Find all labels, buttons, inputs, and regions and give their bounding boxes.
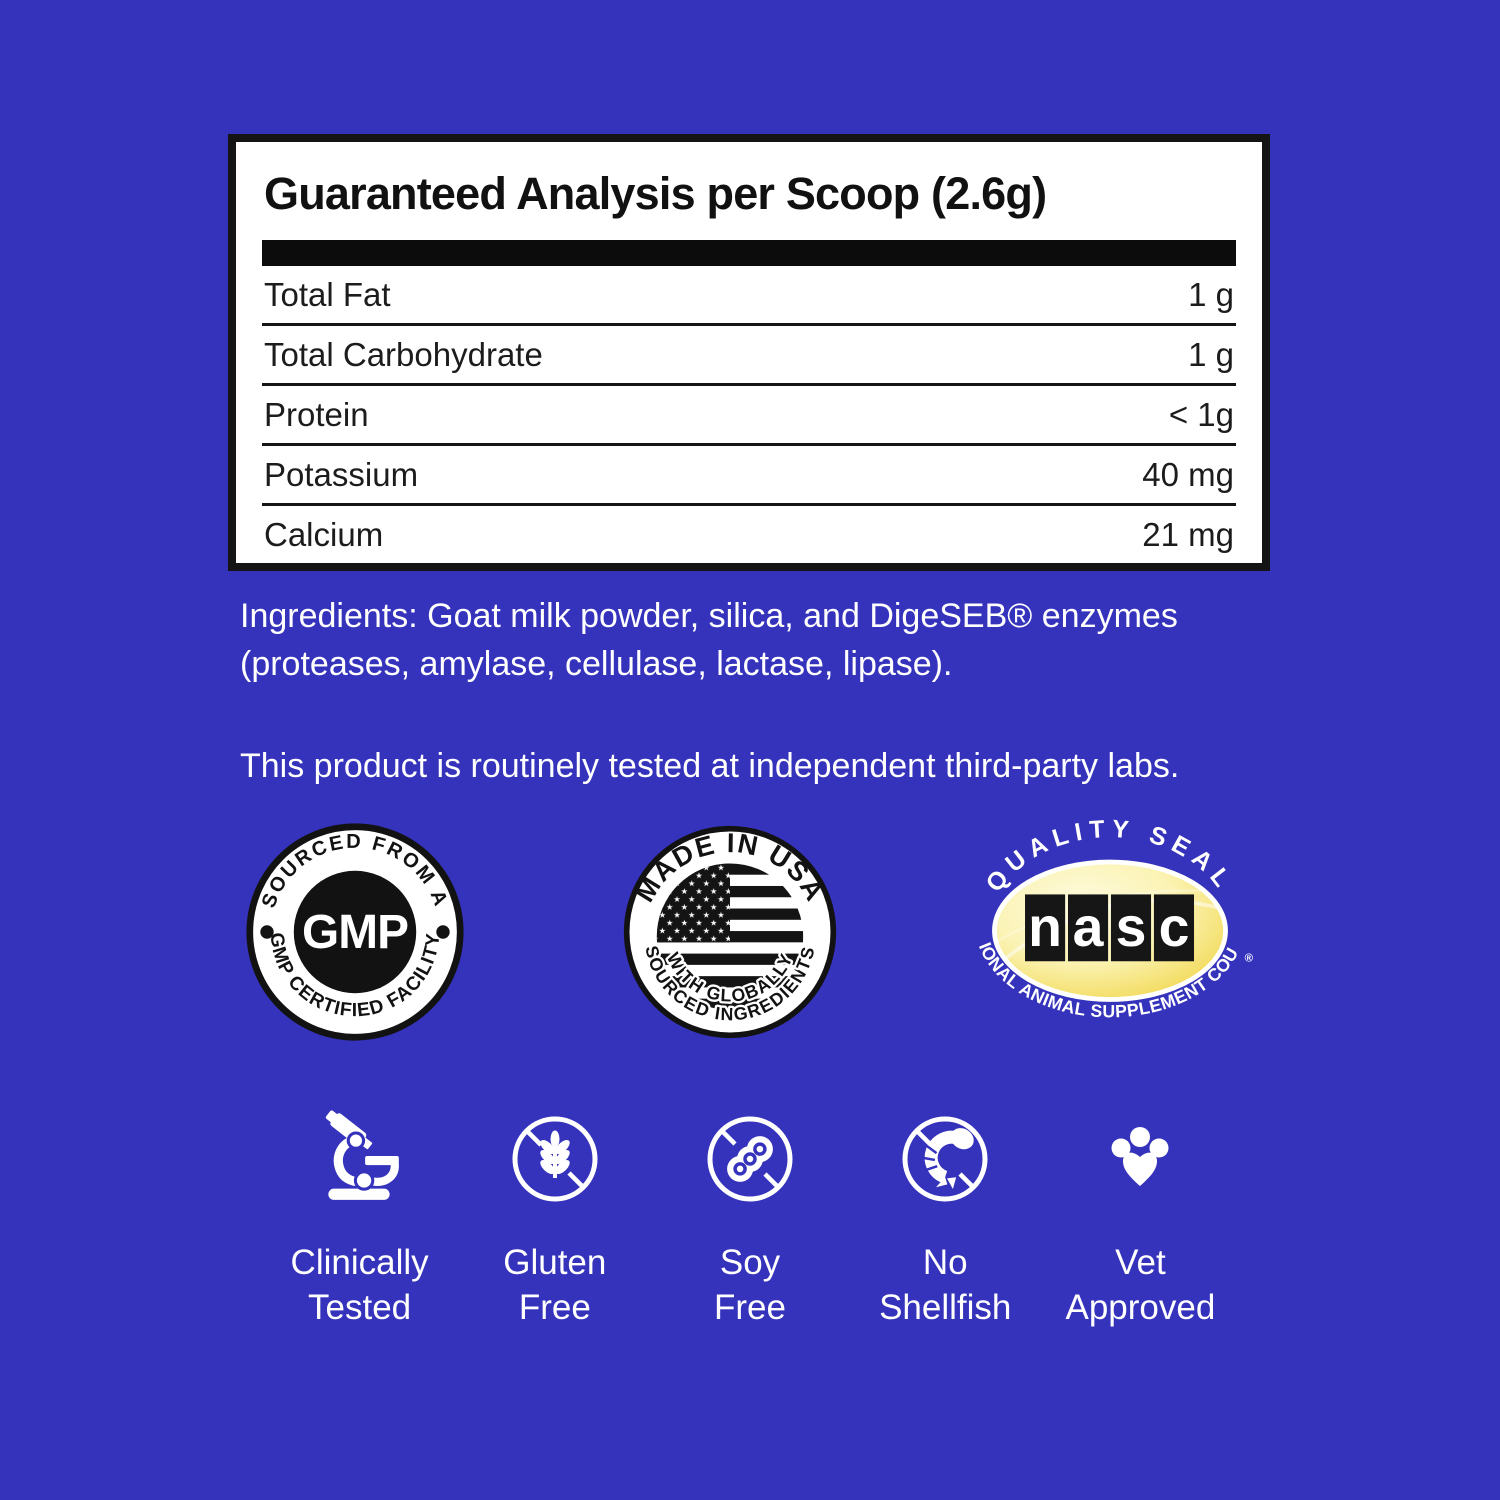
nasc-badge: n a s c QUALITY SEAL NATIONAL ANIMAL SUP… <box>955 802 1258 1057</box>
analysis-value: < 1g <box>1168 395 1234 433</box>
feature-label: Vet Approved <box>1065 1243 1216 1327</box>
feature-no-shellfish: No Shellfish <box>848 1110 1043 1330</box>
analysis-table: Total Fat 1 g Total Carbohydrate 1 g Pro… <box>262 266 1236 563</box>
feature-soy-free: Soy Free <box>652 1110 847 1330</box>
analysis-row: Total Carbohydrate 1 g <box>262 326 1236 386</box>
gmp-center-text: GMP <box>302 906 408 959</box>
made-in-usa-seal-icon: MADE IN USA WITH GLOBALLY SOURCED INGRED… <box>623 825 837 1039</box>
guaranteed-analysis-panel: Guaranteed Analysis per Scoop (2.6g) Tot… <box>228 134 1270 571</box>
analysis-label: Protein <box>264 395 369 433</box>
svg-text:s: s <box>1116 896 1147 958</box>
registered-mark: ® <box>1245 952 1254 964</box>
feature-label: Clinically Tested <box>290 1243 429 1327</box>
nasc-letter-blocks: n a s c <box>1025 894 1195 962</box>
gmp-badge: GMP SOURCED FROM A GMP CERTIFIED FACILIT… <box>245 822 465 1047</box>
analysis-label: Total Carbohydrate <box>264 335 543 373</box>
analysis-value: 40 mg <box>1142 455 1234 493</box>
no-shellfish-icon <box>902 1116 988 1202</box>
usa-flag-icon <box>656 863 804 1010</box>
analysis-row: Protein < 1g <box>262 386 1236 446</box>
ingredients-text: Ingredients: Goat milk powder, silica, a… <box>240 597 1178 683</box>
feature-label: No Shellfish <box>879 1243 1012 1327</box>
feature-label: Gluten Free <box>503 1243 607 1327</box>
nasc-quality-seal-icon: n a s c QUALITY SEAL NATIONAL ANIMAL SUP… <box>955 802 1254 1021</box>
feature-clinically-tested: Clinically Tested <box>262 1110 457 1330</box>
made-in-usa-badge: MADE IN USA WITH GLOBALLY SOURCED INGRED… <box>622 824 838 1045</box>
analysis-row: Calcium 21 mg <box>262 506 1236 563</box>
features-row: Clinically Tested <box>262 1110 1238 1330</box>
analysis-value: 21 mg <box>1142 515 1234 553</box>
no-gluten-icon <box>512 1116 598 1202</box>
svg-text:n: n <box>1028 896 1062 958</box>
feature-vet-approved: Vet Approved <box>1043 1110 1238 1330</box>
svg-text:a: a <box>1073 896 1105 958</box>
microscope-icon <box>325 1110 399 1200</box>
no-soy-icon <box>707 1116 793 1202</box>
analysis-row: Potassium 40 mg <box>262 446 1236 506</box>
analysis-value: 1 g <box>1188 335 1234 373</box>
panel-title: Guaranteed Analysis per Scoop (2.6g) <box>264 168 1047 219</box>
svg-text:c: c <box>1159 896 1190 958</box>
divider-bar <box>262 240 1236 266</box>
feature-gluten-free: Gluten Free <box>457 1110 652 1330</box>
analysis-label: Calcium <box>264 515 384 553</box>
testing-statement: This product is routinely tested at inde… <box>240 747 1180 785</box>
feature-label: Soy Free <box>714 1243 786 1327</box>
analysis-label: Total Fat <box>264 275 391 313</box>
gmp-seal-icon: GMP SOURCED FROM A GMP CERTIFIED FACILIT… <box>246 823 464 1041</box>
analysis-label: Potassium <box>264 455 419 493</box>
paw-icon <box>1111 1127 1169 1186</box>
analysis-row: Total Fat 1 g <box>262 266 1236 326</box>
analysis-value: 1 g <box>1188 275 1234 313</box>
